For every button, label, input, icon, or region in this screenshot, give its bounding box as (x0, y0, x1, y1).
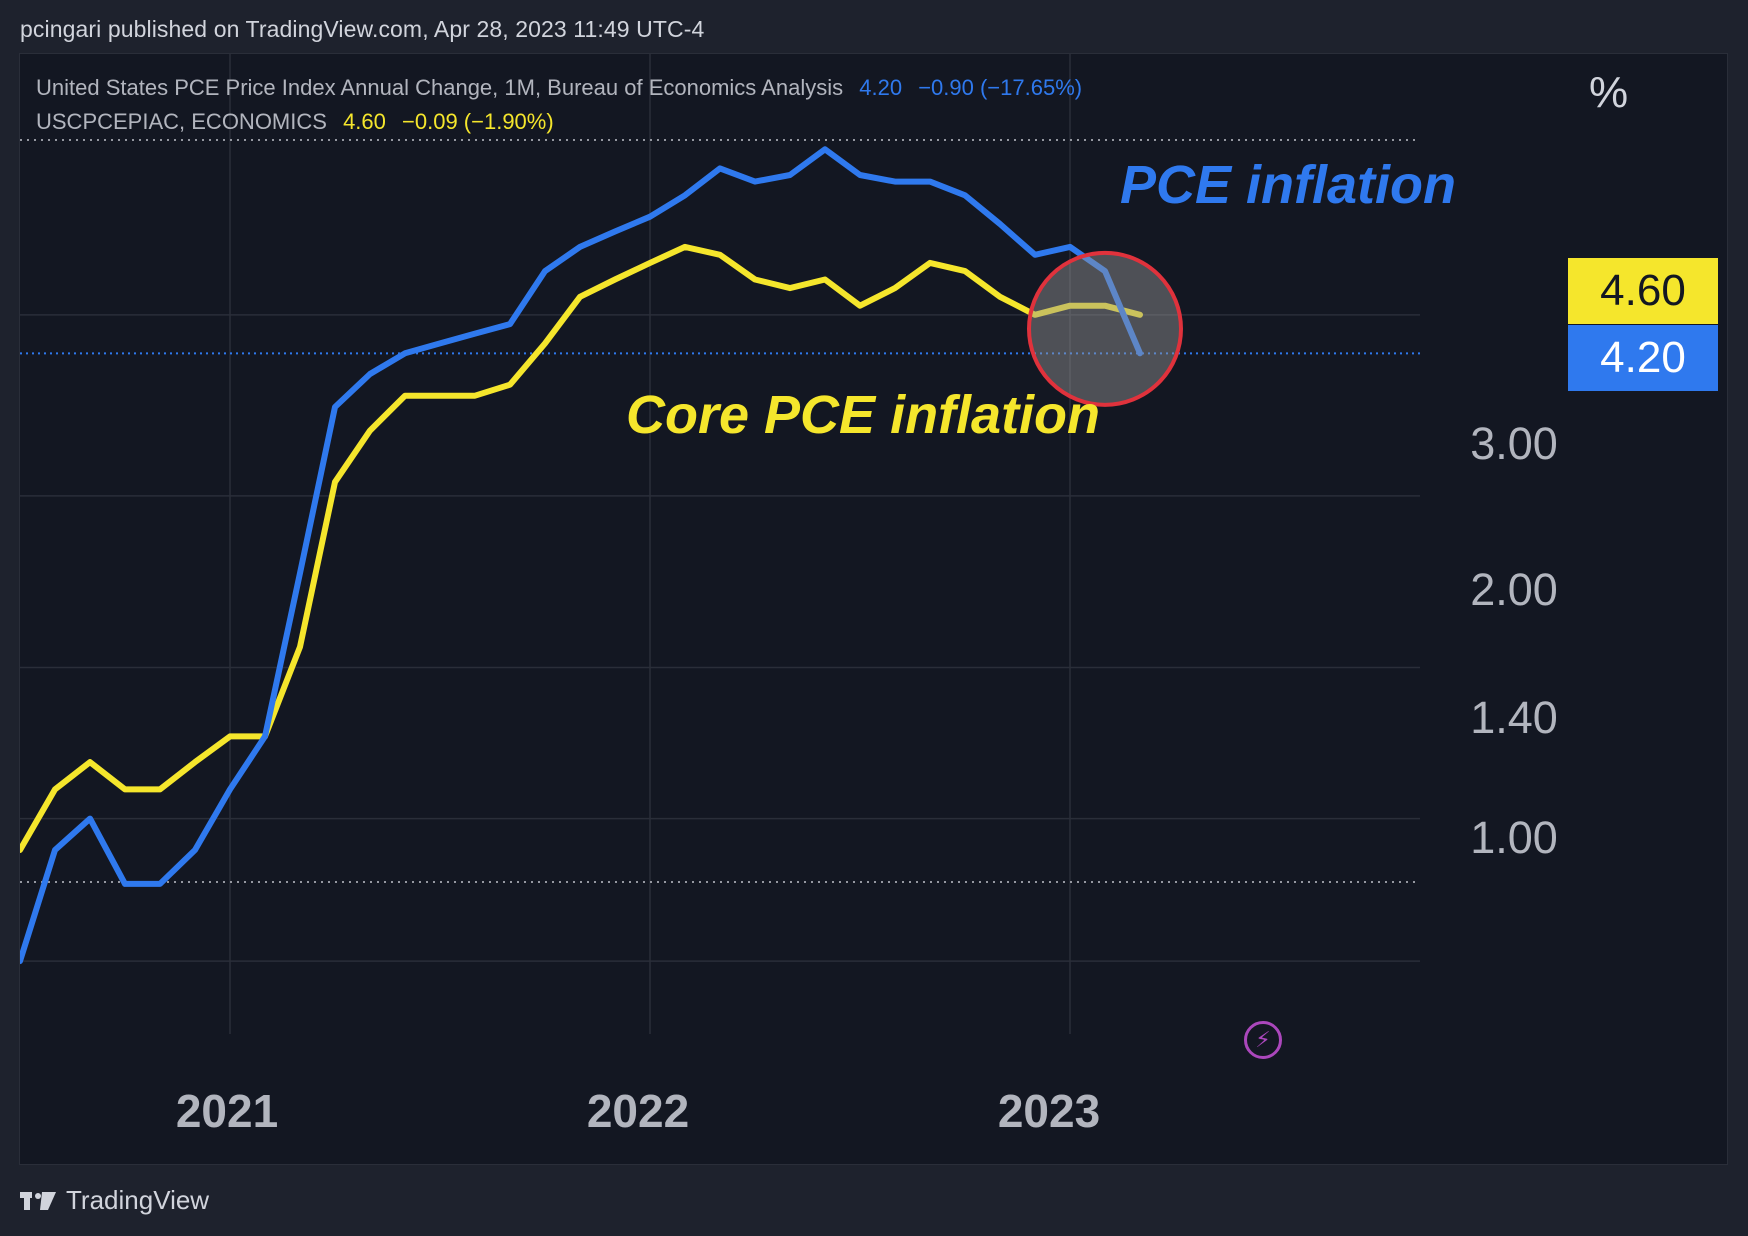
y-tick-2: 2.00 (1470, 564, 1558, 615)
legend-series-core-last: 4.60 (343, 109, 386, 134)
legend-series-core-change: −0.09 (−1.90%) (402, 109, 554, 134)
chart-frame[interactable]: United States PCE Price Index Annual Cha… (19, 53, 1728, 1165)
x-tick-2021: 2021 (175, 1085, 279, 1137)
lightning-icon[interactable]: ⚡ (1244, 1021, 1282, 1059)
core-last-price-badge: 4.60 (1568, 258, 1718, 324)
y-tick-3: 3.00 (1470, 418, 1558, 469)
legend: United States PCE Price Index Annual Cha… (36, 71, 1082, 139)
publish-line: pcingari published on TradingView.com, A… (20, 16, 705, 42)
x-tick-2023: 2023 (997, 1085, 1101, 1137)
y-tick-1: 1.00 (1470, 812, 1558, 863)
legend-series-pce-name: United States PCE Price Index Annual Cha… (36, 75, 844, 100)
highlight-circle (1027, 250, 1183, 407)
legend-row-pce[interactable]: United States PCE Price Index Annual Cha… (36, 71, 1082, 105)
tradingview-logo-icon (20, 1191, 56, 1210)
annotation-core-pce-inflation: Core PCE inflation (626, 385, 1101, 445)
unit-label: % (1589, 68, 1629, 117)
legend-series-core-name: USCPCEPIAC, ECONOMICS (36, 109, 327, 134)
pce-last-price-badge: 4.20 (1568, 325, 1718, 391)
pce-series-line (20, 146, 1143, 965)
y-tick-1-4: 1.40 (1470, 692, 1558, 743)
brand-name: TradingView (66, 1185, 210, 1215)
legend-series-pce-change: −0.90 (−17.65%) (918, 75, 1083, 100)
legend-row-core[interactable]: USCPCEPIAC, ECONOMICS 4.60 −0.09 (−1.90%… (36, 105, 1082, 139)
x-tick-2022: 2022 (586, 1085, 690, 1137)
brand-footer[interactable]: TradingView (20, 1185, 209, 1216)
core-pce-series-line (20, 243, 1143, 853)
legend-series-pce-last: 4.20 (859, 75, 903, 100)
chart-plot[interactable] (20, 54, 1728, 1165)
annotation-pce-inflation: PCE inflation (1120, 155, 1456, 215)
